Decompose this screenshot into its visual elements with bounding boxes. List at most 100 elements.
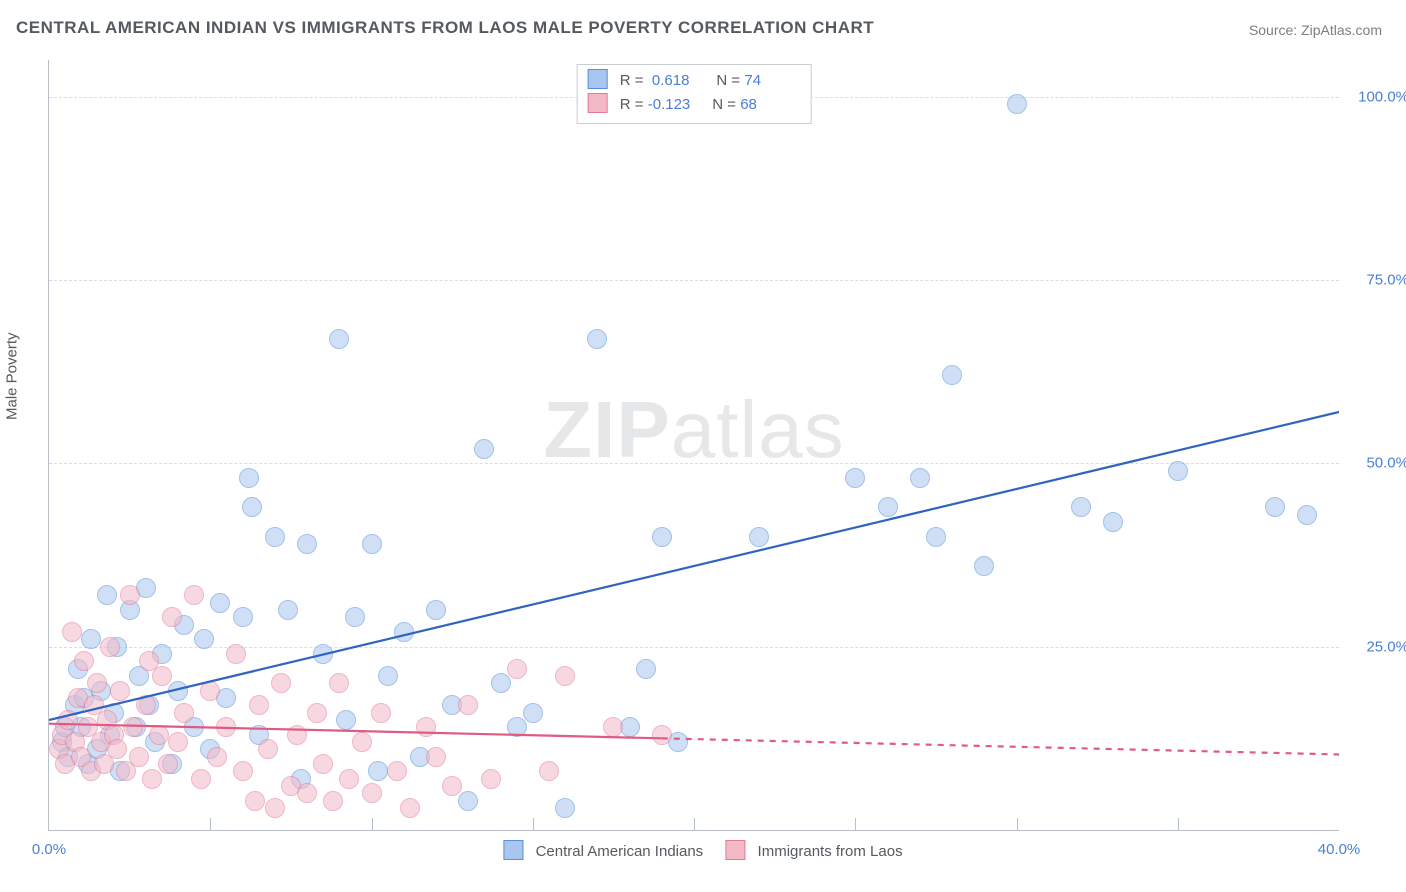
y-tick-label: 25.0% bbox=[1349, 638, 1406, 655]
scatter-point bbox=[58, 710, 78, 730]
scatter-point bbox=[362, 534, 382, 554]
x-tick bbox=[1178, 818, 1179, 830]
swatch-series-0 bbox=[503, 840, 523, 860]
scatter-point bbox=[323, 791, 343, 811]
scatter-point bbox=[1168, 461, 1188, 481]
source-label: Source: bbox=[1249, 22, 1301, 38]
scatter-point bbox=[307, 703, 327, 723]
x-tick bbox=[1017, 818, 1018, 830]
watermark-bold: ZIP bbox=[543, 385, 670, 474]
plot-area: ZIPatlas R = 0.618 N = 74 R = -0.123 N =… bbox=[48, 60, 1339, 831]
scatter-point bbox=[587, 329, 607, 349]
scatter-point bbox=[387, 761, 407, 781]
scatter-point bbox=[136, 695, 156, 715]
scatter-point bbox=[845, 468, 865, 488]
scatter-point bbox=[162, 607, 182, 627]
x-tick bbox=[533, 818, 534, 830]
scatter-point bbox=[152, 666, 172, 686]
scatter-point bbox=[400, 798, 420, 818]
scatter-point bbox=[271, 673, 291, 693]
scatter-point bbox=[339, 769, 359, 789]
scatter-point bbox=[74, 651, 94, 671]
scatter-point bbox=[287, 725, 307, 745]
scatter-point bbox=[174, 703, 194, 723]
scatter-point bbox=[207, 747, 227, 767]
scatter-point bbox=[1297, 505, 1317, 525]
scatter-point bbox=[394, 622, 414, 642]
scatter-point bbox=[87, 673, 107, 693]
stats-row-series-0: R = 0.618 N = 74 bbox=[588, 69, 797, 93]
scatter-point bbox=[226, 644, 246, 664]
scatter-point bbox=[245, 791, 265, 811]
scatter-point bbox=[507, 717, 527, 737]
swatch-series-1 bbox=[588, 93, 608, 113]
series-0-name: Central American Indians bbox=[536, 843, 704, 860]
scatter-point bbox=[249, 695, 269, 715]
plot-container: ZIPatlas R = 0.618 N = 74 R = -0.123 N =… bbox=[48, 60, 1338, 830]
scatter-point bbox=[158, 754, 178, 774]
scatter-point bbox=[652, 527, 672, 547]
scatter-point bbox=[368, 761, 388, 781]
scatter-point bbox=[107, 739, 127, 759]
scatter-point bbox=[242, 497, 262, 517]
scatter-point bbox=[97, 585, 117, 605]
scatter-point bbox=[265, 527, 285, 547]
scatter-point bbox=[491, 673, 511, 693]
series-legend: Central American Indians Immigrants from… bbox=[485, 840, 902, 860]
scatter-point bbox=[168, 681, 188, 701]
scatter-point bbox=[258, 739, 278, 759]
x-tick bbox=[855, 818, 856, 830]
scatter-point bbox=[313, 644, 333, 664]
scatter-point bbox=[1103, 512, 1123, 532]
n-value-1: 68 bbox=[740, 93, 792, 117]
scatter-point bbox=[926, 527, 946, 547]
scatter-point bbox=[1007, 94, 1027, 114]
scatter-point bbox=[345, 607, 365, 627]
scatter-point bbox=[278, 600, 298, 620]
scatter-point bbox=[142, 769, 162, 789]
scatter-point bbox=[336, 710, 356, 730]
r-label: R = bbox=[620, 96, 648, 113]
scatter-point bbox=[1071, 497, 1091, 517]
gridline-h bbox=[49, 280, 1339, 281]
source-name: ZipAtlas.com bbox=[1301, 22, 1382, 38]
scatter-point bbox=[329, 673, 349, 693]
swatch-series-0 bbox=[588, 69, 608, 89]
scatter-point bbox=[371, 703, 391, 723]
stats-row-series-1: R = -0.123 N = 68 bbox=[588, 93, 797, 117]
y-tick-label: 50.0% bbox=[1349, 455, 1406, 472]
scatter-point bbox=[942, 365, 962, 385]
x-tick-label: 40.0% bbox=[1318, 841, 1361, 858]
scatter-point bbox=[636, 659, 656, 679]
scatter-point bbox=[210, 593, 230, 613]
scatter-point bbox=[749, 527, 769, 547]
scatter-point bbox=[652, 725, 672, 745]
swatch-series-1 bbox=[725, 840, 745, 860]
n-label: N = bbox=[716, 72, 744, 89]
scatter-point bbox=[416, 717, 436, 737]
scatter-point bbox=[481, 769, 501, 789]
watermark: ZIPatlas bbox=[543, 384, 844, 476]
y-tick-label: 75.0% bbox=[1349, 272, 1406, 289]
watermark-light: atlas bbox=[671, 385, 845, 474]
x-tick-label: 0.0% bbox=[32, 841, 66, 858]
scatter-point bbox=[555, 798, 575, 818]
scatter-point bbox=[123, 717, 143, 737]
scatter-point bbox=[426, 747, 446, 767]
chart-title: CENTRAL AMERICAN INDIAN VS IMMIGRANTS FR… bbox=[16, 18, 874, 38]
scatter-point bbox=[474, 439, 494, 459]
y-tick-label: 100.0% bbox=[1349, 88, 1406, 105]
scatter-point bbox=[878, 497, 898, 517]
scatter-point bbox=[458, 695, 478, 715]
scatter-point bbox=[110, 681, 130, 701]
scatter-point bbox=[523, 703, 543, 723]
scatter-point bbox=[120, 585, 140, 605]
scatter-point bbox=[362, 783, 382, 803]
scatter-point bbox=[507, 659, 527, 679]
x-tick bbox=[210, 818, 211, 830]
scatter-point bbox=[184, 585, 204, 605]
r-value-0: 0.618 bbox=[652, 69, 704, 93]
scatter-point bbox=[81, 629, 101, 649]
y-axis-title: Male Poverty bbox=[4, 332, 21, 420]
x-tick bbox=[694, 818, 695, 830]
